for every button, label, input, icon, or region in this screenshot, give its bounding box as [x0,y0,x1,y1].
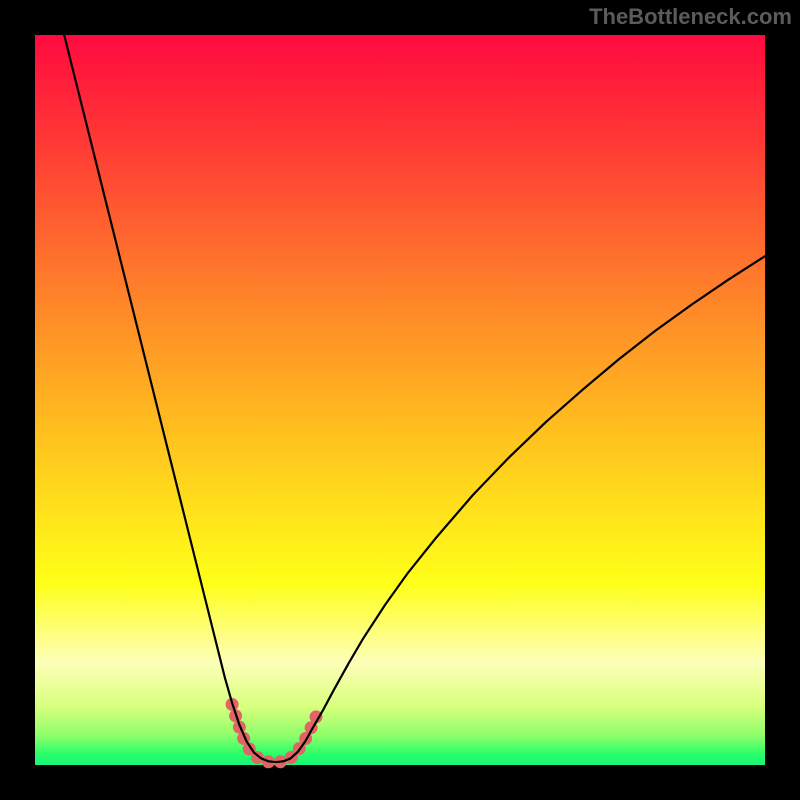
chart-background [35,35,765,765]
attribution-text: TheBottleneck.com [589,4,792,30]
bottleneck-chart [0,0,800,800]
